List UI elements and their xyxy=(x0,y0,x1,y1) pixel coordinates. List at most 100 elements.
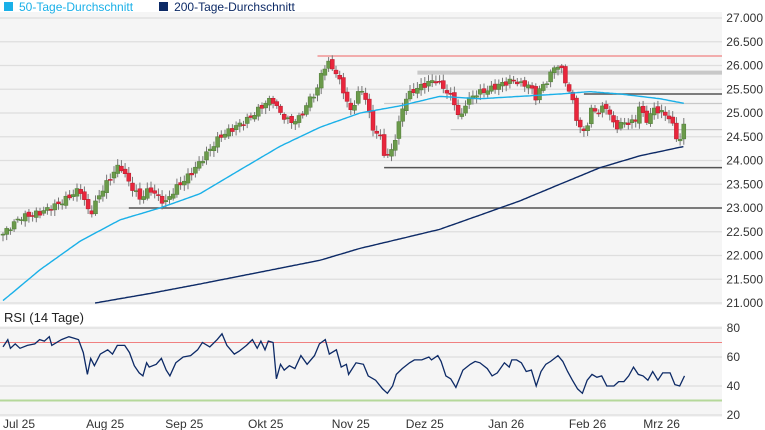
candle-up xyxy=(600,105,605,113)
candle-down xyxy=(674,122,679,140)
candle-up xyxy=(170,193,176,199)
candle-down xyxy=(189,173,194,176)
y-tick-label: 25.000 xyxy=(726,106,763,120)
candle-down xyxy=(503,81,509,86)
ma50-line xyxy=(2,90,684,302)
candle-down xyxy=(156,194,161,196)
legend-swatch-ma200 xyxy=(159,2,169,11)
candle-up xyxy=(618,122,624,129)
y-tick-label: 26.500 xyxy=(726,35,763,49)
candle-up xyxy=(415,87,420,94)
candle-down xyxy=(596,112,601,115)
candle-up xyxy=(651,107,657,116)
candle-down xyxy=(385,154,391,156)
candle-down xyxy=(666,115,672,120)
candle-down xyxy=(341,77,346,94)
candle-down xyxy=(644,110,650,123)
candle-up xyxy=(307,96,313,108)
candle-up xyxy=(359,90,365,93)
candle-up xyxy=(104,180,109,193)
candle-down xyxy=(381,134,387,156)
candle-down xyxy=(529,85,535,89)
candle-down xyxy=(278,105,283,113)
candle-up xyxy=(200,161,206,164)
x-tick-label: Jan 26 xyxy=(488,417,524,430)
candle-down xyxy=(563,66,568,84)
candle-down xyxy=(515,81,520,85)
y-tick-label: 24.500 xyxy=(726,130,763,144)
candle-down xyxy=(452,92,457,106)
candle-down xyxy=(577,119,583,128)
candle-down xyxy=(148,187,154,193)
candle-down xyxy=(481,88,487,93)
candle-down xyxy=(348,102,354,110)
rsi-y-tick-label: 40 xyxy=(727,379,741,393)
candle-down xyxy=(67,194,72,199)
candle-up xyxy=(8,229,13,231)
candle-up xyxy=(389,149,394,157)
candle-down xyxy=(108,179,113,181)
candle-down xyxy=(655,106,661,114)
x-tick-label: Dez 25 xyxy=(406,417,444,430)
candle-up xyxy=(133,190,139,192)
candle-down xyxy=(333,69,339,75)
candle-up xyxy=(648,113,653,124)
candle-down xyxy=(566,84,572,92)
candle-down xyxy=(78,189,83,194)
legend-item-ma50[interactable]: 50-Tage-Durchschnitt xyxy=(4,0,133,14)
candle-down xyxy=(441,80,446,89)
candle-down xyxy=(274,101,280,106)
candle-down xyxy=(270,97,276,104)
y-tick-label: 21.500 xyxy=(726,272,763,286)
y-tick-label: 24.000 xyxy=(726,154,763,168)
candle-up xyxy=(589,107,594,125)
candle-up xyxy=(19,219,24,221)
x-tick-label: Aug 25 xyxy=(86,417,124,430)
candle-up xyxy=(111,171,117,179)
y-tick-label: 26.000 xyxy=(726,59,763,73)
candle-down xyxy=(570,91,576,101)
candle-up xyxy=(211,146,217,152)
candle-down xyxy=(337,74,342,80)
candle-up xyxy=(326,60,331,69)
candle-down xyxy=(422,82,428,88)
candle-up xyxy=(537,88,542,101)
rsi-y-tick-label: 60 xyxy=(727,350,741,364)
candle-down xyxy=(626,122,631,125)
candle-down xyxy=(370,110,376,131)
candle-up xyxy=(222,133,228,138)
candle-down xyxy=(37,211,43,216)
x-tick-label: Nov 25 xyxy=(332,417,370,430)
candle-up xyxy=(185,173,191,184)
candle-up xyxy=(555,66,561,70)
x-tick-label: Sep 25 xyxy=(165,417,203,430)
candle-down xyxy=(85,199,91,210)
candle-up xyxy=(396,121,402,139)
candle-down xyxy=(230,128,235,132)
candle-up xyxy=(552,67,557,73)
candle-up xyxy=(15,218,21,221)
y-tick-label: 22.500 xyxy=(726,225,763,239)
candle-down xyxy=(614,120,620,130)
candle-down xyxy=(367,98,372,113)
candle-up xyxy=(93,200,98,215)
candle-down xyxy=(378,134,383,137)
rsi-title: RSI (14 Tage) xyxy=(4,310,84,325)
candle-down xyxy=(363,92,368,100)
candle-up xyxy=(622,122,627,125)
candle-down xyxy=(448,93,453,95)
candle-down xyxy=(259,105,265,109)
candle-up xyxy=(193,166,198,174)
legend-item-ma200[interactable]: 200-Tage-Durchschnitt xyxy=(159,0,295,14)
candle-down xyxy=(663,111,668,116)
candle-down xyxy=(344,91,350,102)
candle-up xyxy=(11,221,17,230)
candle-down xyxy=(219,134,224,138)
candle-up xyxy=(500,82,505,87)
x-tick-label: Jul 25 xyxy=(3,417,35,430)
candle-down xyxy=(437,81,442,83)
candle-up xyxy=(681,123,687,140)
candle-up xyxy=(429,80,435,83)
candle-down xyxy=(289,116,294,123)
